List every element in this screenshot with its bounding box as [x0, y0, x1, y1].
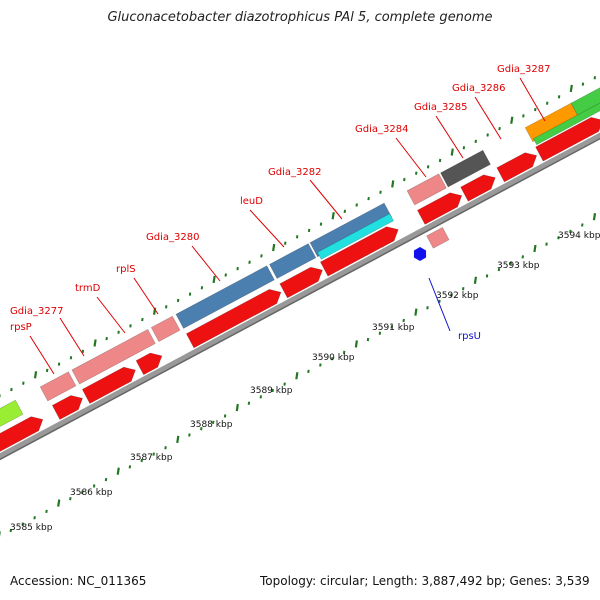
gene-bar-green-thin	[532, 102, 600, 146]
gene-bar-lime	[0, 399, 24, 427]
gene-leader-line	[474, 96, 502, 140]
lower-tick-mark	[295, 372, 299, 380]
gene-label: rplS	[116, 264, 136, 275]
gene-label: Gdia_3287	[497, 64, 550, 75]
gene-leader-line	[96, 296, 126, 334]
cds-red-feature	[535, 117, 600, 162]
gene-bar-pink	[39, 371, 77, 402]
gene-leader-line	[249, 209, 285, 248]
cds-red-feature	[496, 152, 538, 183]
lower-tick-mark	[116, 467, 120, 475]
gene-label: rpsP	[10, 322, 32, 333]
gene-leader-line	[59, 317, 85, 357]
gene-label: Gdia_3285	[414, 102, 467, 113]
lower-tick-mark	[354, 340, 358, 348]
gene-label: Gdia_3286	[452, 83, 505, 94]
gene-label: Gdia_3282	[268, 167, 321, 178]
gene-leader-line	[435, 115, 464, 159]
upper-tick-mark	[391, 180, 395, 188]
gene-bar-pink	[406, 173, 447, 206]
upper-tick-mark	[212, 275, 216, 284]
gene-bar-darkgray	[440, 149, 491, 188]
cds-red-feature	[417, 192, 463, 225]
gene-bar-pink	[150, 315, 181, 343]
upper-tick-mark	[93, 339, 97, 347]
label-layer: 3585 kbp 3586 kbp 3587 kbp 3588 kbp 3589 kbp…	[10, 64, 600, 533]
upper-tick-mark	[569, 84, 573, 93]
cds-red-feature	[0, 416, 44, 452]
kbp-tick-label: 3585 kbp	[10, 523, 53, 533]
upper-tick-mark	[33, 371, 38, 379]
gene-bar-pink	[71, 328, 156, 385]
gene-leader-line	[519, 77, 546, 122]
cds-red-feature	[81, 366, 136, 404]
kbp-tick-label: 3591 kbp	[372, 323, 415, 333]
lower-tick-mark	[176, 435, 180, 444]
gene-leader-line	[428, 277, 451, 332]
map-title: Gluconacetobacter diazotrophicus PAl 5, …	[107, 10, 493, 25]
backbone-line	[0, 132, 600, 459]
gene-label: leuD	[240, 196, 263, 207]
upper-tick-mark	[272, 243, 276, 252]
feature-layer	[0, 87, 600, 461]
cds-red-feature	[320, 226, 399, 277]
upper-tick-mark	[450, 148, 454, 156]
cds-red-feature	[51, 395, 83, 420]
kbp-tick-label: 3586 kbp	[70, 488, 113, 498]
gene-label: trmD	[75, 283, 101, 294]
upper-tick-mark	[331, 212, 335, 220]
gene-leader-line	[309, 179, 343, 220]
kbp-tick-label: 3590 kbp	[312, 353, 355, 363]
lower-tick-mark	[473, 276, 478, 284]
kbp-tick-label: 3592 kbp	[436, 291, 479, 301]
kbp-tick-label: 3589 kbp	[250, 386, 293, 396]
kbp-tick-label: 3587 kbp	[130, 453, 173, 463]
gene-leader-line	[133, 277, 159, 315]
kbp-tick-label: 3593 kbp	[497, 261, 540, 271]
kbp-tick-label: 3594 kbp	[558, 231, 600, 241]
cds-red-feature	[135, 352, 163, 376]
lower-tick-mark	[414, 308, 418, 316]
kbp-tick-label: 3588 kbp	[190, 420, 233, 430]
lower-tick-mark	[533, 244, 537, 253]
gene-bar-steelblue	[175, 265, 275, 329]
backbone-shadow	[0, 137, 600, 461]
gene-leader-line	[191, 245, 221, 282]
accession-text: Accession: NC_011365	[10, 574, 147, 588]
gene-label: rpsU	[458, 331, 481, 342]
gene-bar-green	[570, 87, 600, 118]
cds-red-feature	[279, 266, 323, 299]
gene-label: Gdia_3280	[146, 232, 199, 243]
lower-tick-mark	[592, 213, 597, 221]
topology-text: Topology: circular; Length: 3,887,492 bp…	[260, 574, 590, 588]
lower-tick-mark	[235, 403, 239, 412]
gene-label: Gdia_3277	[10, 306, 63, 317]
gene-label: Gdia_3284	[355, 124, 408, 135]
tick-layer	[0, 76, 597, 537]
cds-red-feature	[185, 289, 282, 349]
gene-bar-cyan	[317, 213, 394, 260]
lower-tick-mark	[57, 499, 61, 507]
cds-red-feature	[460, 174, 496, 202]
rpsu-cds-box	[426, 227, 450, 249]
upper-tick-mark	[510, 116, 514, 124]
rpsu-gene-marker	[413, 247, 427, 261]
gene-leader-line	[395, 137, 427, 178]
gene-leader-line	[29, 335, 55, 375]
gene-bar-steelblue	[269, 243, 317, 279]
